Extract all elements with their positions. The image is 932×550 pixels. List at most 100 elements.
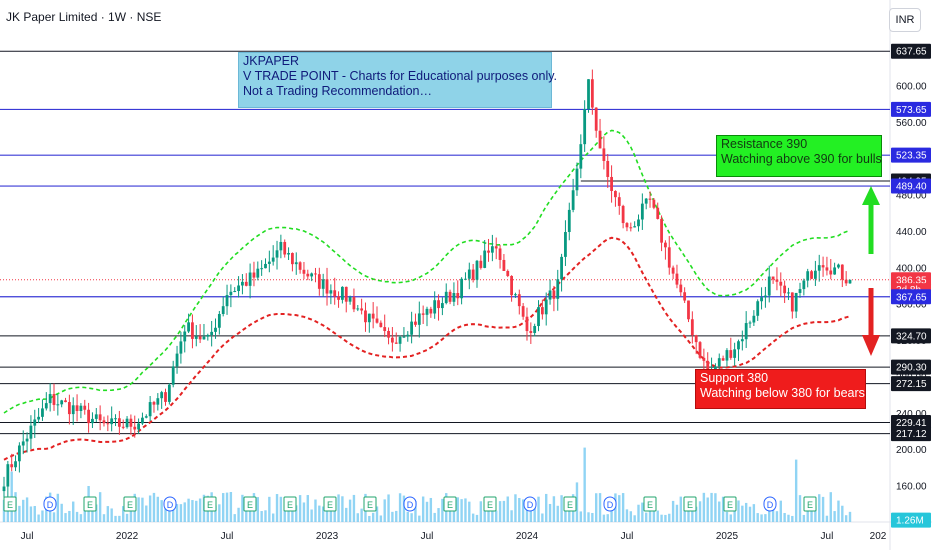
candle-body (456, 292, 460, 299)
candle-body (844, 279, 848, 284)
volume-bar (791, 515, 794, 522)
candle-body (64, 400, 67, 403)
candle-body (14, 461, 17, 468)
event-marker (163, 496, 177, 512)
candle-body (248, 272, 252, 286)
candle-body (790, 292, 794, 312)
event-marker-label: E (287, 500, 293, 510)
event-marker-label: E (7, 500, 13, 510)
event-marker-label: D (607, 500, 614, 510)
volume-bar (418, 515, 421, 522)
volume-bar (506, 496, 509, 522)
price-tag-label: 290.30 (896, 363, 927, 374)
candle-body (175, 353, 179, 367)
volume-bar (495, 510, 498, 522)
bull-arrow-head (862, 186, 880, 205)
volume-bar (425, 501, 429, 522)
candle-body (337, 296, 340, 300)
title-note[interactable]: JKPAPER V TRADE POINT - Charts for Educa… (238, 52, 557, 108)
candle-body (206, 334, 210, 337)
candle-body (517, 294, 521, 307)
candle-body (375, 318, 379, 323)
volume-bar (460, 499, 463, 522)
candle-body (433, 300, 437, 314)
volume-bar (798, 495, 802, 522)
candle-body (187, 322, 190, 332)
event-marker (483, 496, 497, 512)
candle-body (114, 418, 117, 420)
price-tag-bg (891, 376, 931, 392)
currency-button[interactable]: INR (889, 8, 921, 32)
candle-body (291, 253, 294, 265)
candle-body (637, 219, 640, 227)
candle-body (33, 419, 37, 426)
volume-bar (98, 492, 102, 522)
volume-bar (483, 510, 486, 522)
volume-bar (241, 494, 244, 522)
event-marker-label: E (447, 500, 453, 510)
candle-body (698, 342, 702, 358)
event-marker-label: E (207, 500, 213, 510)
support-note[interactable]: Support 380 Watching below 380 for bears (695, 369, 866, 409)
x-tick-label: Jul (821, 531, 834, 542)
volume-bar (64, 513, 67, 522)
candle-body (198, 336, 202, 340)
volume-bar (825, 515, 829, 522)
candle-body (756, 301, 760, 316)
candle-body (502, 259, 506, 271)
volume-bar (164, 502, 167, 522)
y-tick-label: 560.00 (896, 118, 927, 129)
event-marker (523, 496, 537, 512)
candle-body (117, 418, 121, 427)
candle-body (48, 394, 52, 404)
candle-body (121, 426, 125, 428)
volume-bar (456, 497, 459, 522)
candle-body (183, 331, 187, 342)
volume-bar (118, 515, 121, 522)
candle-body (775, 279, 779, 282)
candle-body (171, 366, 175, 385)
volume-bar (352, 494, 356, 522)
candle-body (298, 262, 302, 270)
candle-body (506, 270, 510, 276)
volume-bar (306, 495, 309, 522)
volume-bar (760, 514, 763, 522)
event-marker (83, 496, 97, 512)
event-marker (3, 496, 17, 512)
candle-body (810, 271, 813, 279)
candle-body (783, 285, 787, 294)
candle-body (306, 273, 310, 277)
volume-bar (141, 497, 144, 522)
event-marker-label: E (487, 500, 493, 510)
volume-bar (114, 515, 117, 522)
candle-body (10, 464, 14, 468)
candle-body (110, 418, 114, 425)
candle-body (348, 297, 352, 302)
volume-bar (537, 496, 540, 522)
volume-bar (814, 506, 817, 522)
candle-body (294, 262, 298, 265)
volume-bar (679, 496, 682, 522)
volume-bar (637, 504, 640, 522)
candle-body (314, 273, 317, 275)
candle-body (6, 464, 10, 487)
volume-bar (652, 504, 656, 522)
volume-bar (329, 501, 333, 522)
candle-body (779, 281, 783, 286)
event-marker (643, 496, 657, 512)
candle-body (594, 107, 598, 131)
volume-bar (275, 494, 279, 522)
candle-body (525, 316, 529, 332)
event-marker-label: E (567, 500, 573, 510)
candle-body (510, 275, 513, 296)
price-tag-bg (891, 289, 931, 305)
candle-body (71, 405, 75, 415)
resistance-note[interactable]: Resistance 390 Watching above 390 for bu… (716, 135, 882, 177)
volume-bar (187, 498, 190, 522)
volume-bar (395, 510, 398, 522)
volume-bar (487, 502, 490, 522)
candle-body (744, 323, 748, 340)
volume-bar (502, 500, 506, 522)
candle-body (367, 313, 371, 323)
